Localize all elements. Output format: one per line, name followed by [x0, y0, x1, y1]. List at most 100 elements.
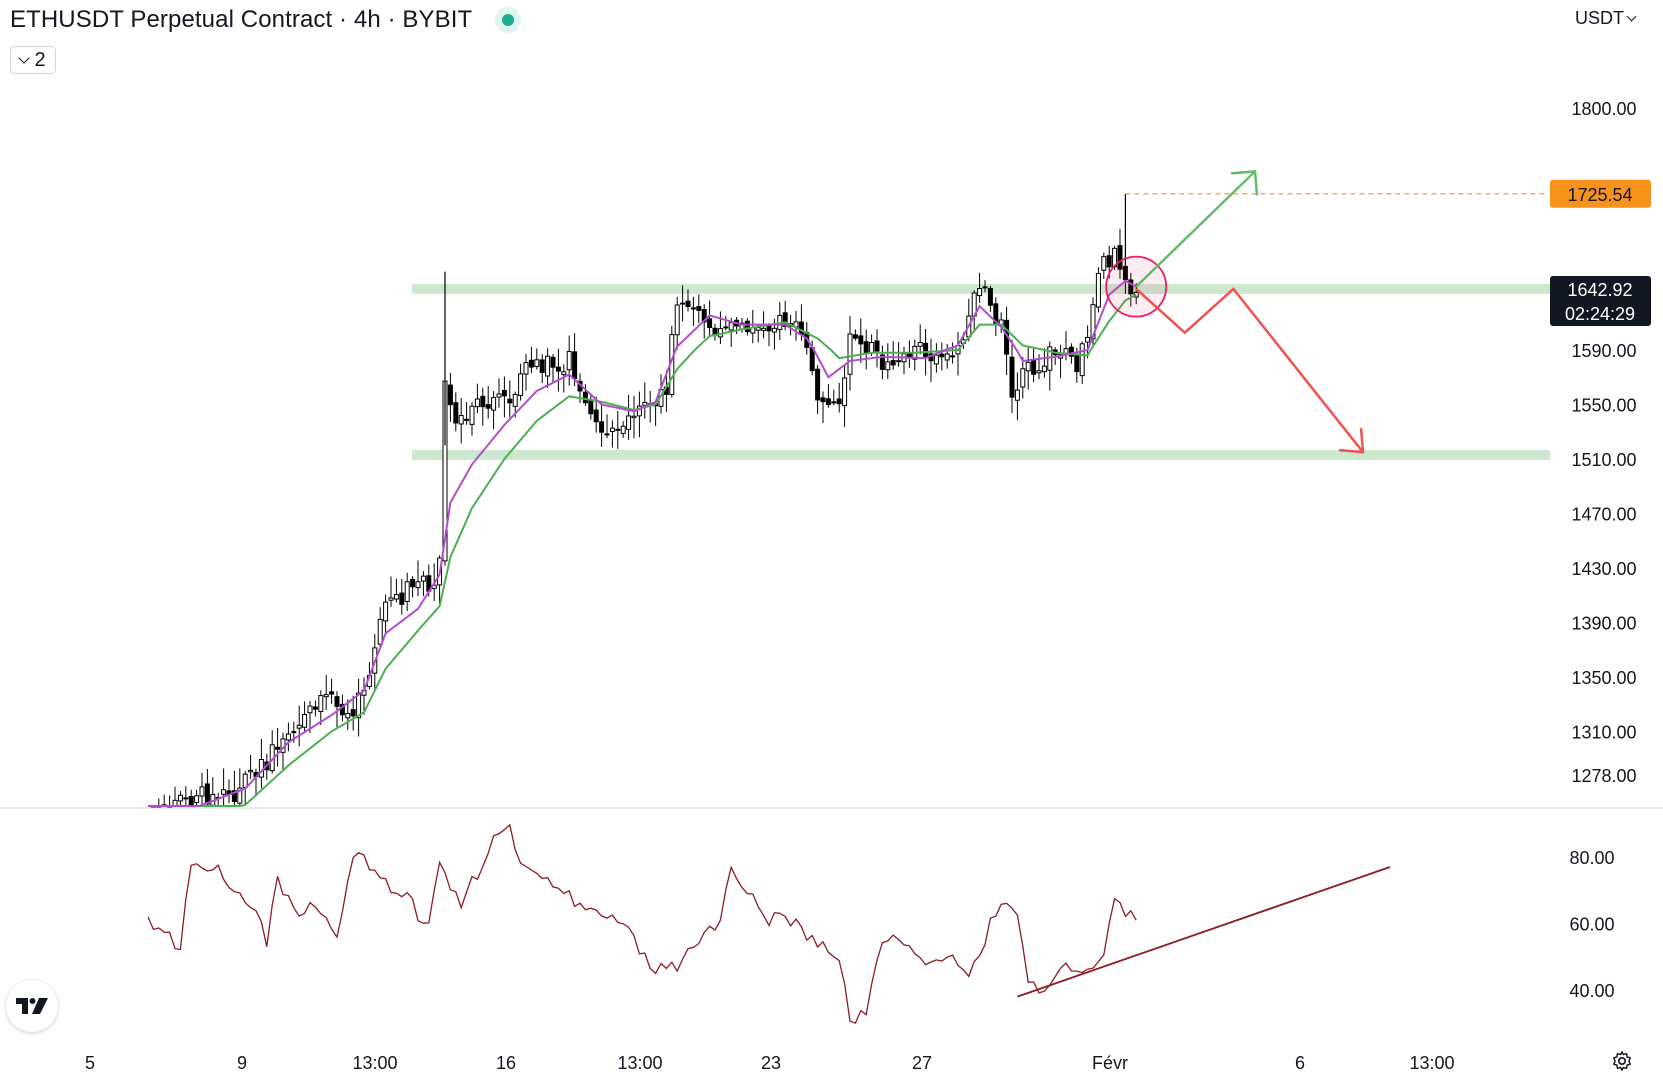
candle-body — [474, 398, 480, 408]
candle-body — [291, 731, 297, 734]
bearish-arrow-head — [1338, 428, 1365, 454]
currency-label: USDT — [1575, 8, 1624, 28]
candle-body — [599, 421, 605, 433]
candle-body — [1101, 256, 1107, 271]
candle-body — [863, 341, 869, 355]
candle-body — [507, 398, 513, 404]
tradingview-logo-icon[interactable] — [6, 980, 58, 1032]
candle-body — [1095, 272, 1101, 308]
candle-body — [329, 691, 335, 695]
settings-gear-icon[interactable] — [1611, 1050, 1633, 1072]
rsi-trendline — [1017, 866, 1391, 998]
candle-body — [847, 333, 853, 375]
candle-body — [307, 705, 313, 714]
candle-body — [642, 401, 648, 406]
time-axis-label: 16 — [496, 1053, 516, 1073]
candle-body — [550, 356, 556, 368]
price-axis-label: 1390.00 — [1571, 613, 1636, 633]
candle-body — [410, 578, 416, 588]
candle-body — [377, 619, 383, 645]
rsi-layer — [147, 823, 1391, 1024]
candle-body — [680, 302, 686, 305]
candle-body — [831, 401, 837, 404]
candle-body — [528, 359, 534, 368]
candle-body — [302, 714, 308, 728]
candle-body — [248, 769, 254, 773]
candle-body — [350, 709, 356, 717]
tradingview-logo-mark — [16, 998, 48, 1014]
market-status-dot — [502, 14, 515, 26]
candle-body — [798, 321, 804, 336]
last-price-label: 1642.92 — [1567, 280, 1632, 300]
candle-body — [242, 773, 248, 788]
candle-body — [993, 303, 999, 324]
candle-body — [696, 306, 702, 311]
candle-body — [469, 405, 475, 425]
candle-body — [987, 287, 993, 306]
time-axis-label: 23 — [761, 1053, 781, 1073]
candle-body — [977, 288, 983, 297]
rsi-axis-label: 60.00 — [1569, 915, 1614, 935]
candle-body — [534, 359, 540, 368]
candle-body — [620, 425, 626, 434]
time-axis-label: 5 — [85, 1053, 95, 1073]
candle-body — [561, 371, 567, 376]
zones-layer — [412, 283, 1550, 460]
candle-body — [858, 335, 864, 345]
candle-body — [1074, 353, 1080, 373]
candle-body — [356, 692, 362, 719]
candle-body — [1041, 365, 1047, 373]
candle-body — [458, 415, 464, 425]
candle-body — [1085, 336, 1091, 343]
candle-body — [491, 397, 497, 411]
candle-body — [896, 360, 902, 363]
candle-body — [512, 393, 518, 407]
candle-body — [404, 581, 410, 602]
candle-body — [939, 353, 945, 358]
indicator-count: 2 — [34, 48, 46, 71]
candle-body — [221, 789, 227, 795]
y-axis: 1800.00 1590.00 1550.00 1510.00 1470.00 1430.… — [1550, 99, 1651, 1001]
candle-body — [885, 361, 891, 371]
rsi-line — [147, 823, 1137, 1024]
chevron-down-icon — [18, 52, 31, 64]
candle-body — [334, 696, 340, 707]
candle-body — [275, 746, 281, 750]
candle-body — [593, 409, 599, 423]
price-axis-label: 1430.00 — [1571, 559, 1636, 579]
candle-body — [199, 786, 205, 797]
rsi-axis-label: 40.00 — [1569, 981, 1614, 1001]
candle-body — [399, 592, 405, 605]
candle-body — [815, 368, 821, 401]
zone-support — [412, 449, 1550, 460]
time-axis-label: 27 — [912, 1053, 932, 1073]
candle-body — [917, 341, 923, 347]
ema-slow-line — [148, 293, 1137, 807]
candle-body — [879, 354, 885, 370]
candle-body — [582, 391, 588, 404]
candle-body — [636, 405, 642, 417]
candle-body — [323, 694, 329, 698]
x-axis: 5 9 13:00 16 13:00 23 27 Févr 6 13:00 — [85, 1053, 1455, 1073]
candle-body — [393, 594, 399, 600]
candle-body — [566, 351, 572, 371]
indicator-toggle-button[interactable]: 2 — [10, 46, 56, 74]
time-axis-label: 9 — [237, 1053, 247, 1073]
rsi-axis-label: 80.00 — [1569, 848, 1614, 868]
candle-body — [485, 404, 491, 409]
candle-body — [609, 427, 615, 432]
candle-body — [923, 342, 929, 358]
candle-body — [1014, 389, 1020, 401]
price-axis-label: 1310.00 — [1571, 722, 1636, 742]
time-axis-label: 13:00 — [1409, 1053, 1454, 1073]
symbol-header[interactable]: ETHUSDT Perpetual Contract · 4h · BYBIT — [10, 6, 515, 34]
last-price-badge — [1550, 276, 1651, 327]
currency-selector[interactable]: USDT — [1575, 8, 1637, 29]
candles-layer — [150, 193, 1139, 808]
candle-body — [728, 322, 734, 331]
candle-body — [842, 377, 848, 407]
candle-body — [771, 327, 777, 333]
candle-body — [501, 389, 507, 397]
candle-body — [890, 360, 896, 366]
